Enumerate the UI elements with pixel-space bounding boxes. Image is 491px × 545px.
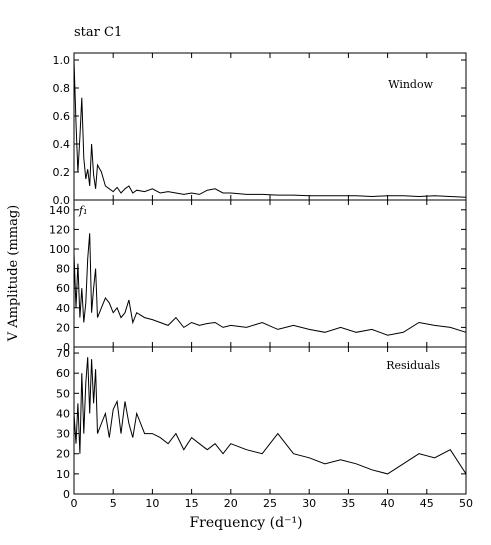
panel-bottom-xtick-label: 45: [420, 497, 434, 510]
panel-bottom-ytick-label: 20: [56, 448, 70, 461]
panel-middle-ytick-label: 120: [49, 223, 70, 236]
y-axis-label: V Amplitude (mmag): [6, 205, 21, 343]
panel-top-ytick-label: 0.2: [53, 166, 71, 179]
panel-bottom-xtick-label: 20: [224, 497, 238, 510]
panel-bottom-xtick-label: 10: [145, 497, 159, 510]
panel-middle-ytick-label: 0: [63, 341, 70, 354]
panel-top-annotation: Window: [388, 78, 433, 91]
x-axis-label: Frequency (d⁻¹): [189, 515, 302, 531]
panel-bottom-xtick-label: 5: [110, 497, 117, 510]
panel-bottom-ytick-label: 70: [56, 347, 70, 360]
panel-middle-annotation: f₁: [78, 204, 87, 217]
panel-top-ytick-label: 0.4: [53, 138, 71, 151]
panel-bottom-ytick-label: 60: [56, 367, 70, 380]
panel-bottom-ytick-label: 30: [56, 428, 70, 441]
panel-top-ytick-label: 0.8: [53, 82, 71, 95]
panel-top-series-line: [73, 59, 467, 198]
panel-bottom-xtick-label: 35: [341, 497, 355, 510]
panel-middle-ytick-label: 40: [56, 302, 70, 315]
panel-bottom-ytick-label: 40: [56, 407, 70, 420]
panel-middle-ytick-label: 140: [49, 204, 70, 217]
panel-middle-ytick-label: 100: [49, 243, 70, 256]
panel-bottom-xtick-label: 40: [381, 497, 395, 510]
panel-middle-ytick-label: 80: [56, 263, 70, 276]
panel-top-ytick-label: 1.0: [53, 54, 71, 67]
panel-middle-ytick-label: 20: [56, 321, 70, 334]
panel-bottom-ytick-label: 10: [56, 468, 70, 481]
panel-top-ytick-label: 0.0: [53, 194, 71, 207]
figure-title: star C1: [74, 25, 122, 40]
panel-bottom-xtick-label: 50: [459, 497, 473, 510]
panel-bottom-xtick-label: 0: [71, 497, 78, 510]
panel-bottom-xtick-label: 30: [302, 497, 316, 510]
panel-bottom-series-line: [73, 357, 467, 475]
panels-group: 0.00.20.40.60.81.0Window0204060801001201…: [49, 52, 473, 510]
panel-bottom-ytick-label: 0: [63, 488, 70, 501]
panel-bottom-ytick-label: 50: [56, 387, 70, 400]
panel-top-frame: [73, 52, 467, 201]
panel-bottom-xtick-label: 15: [185, 497, 199, 510]
panel-bottom-annotation: Residuals: [386, 359, 440, 372]
panel-middle-ytick-label: 60: [56, 282, 70, 295]
panel-top-ytick-label: 0.6: [53, 110, 71, 123]
panel-middle-series-line: [73, 233, 467, 336]
panel-bottom-xtick-label: 25: [263, 497, 277, 510]
panel-middle-frame: [73, 199, 467, 348]
